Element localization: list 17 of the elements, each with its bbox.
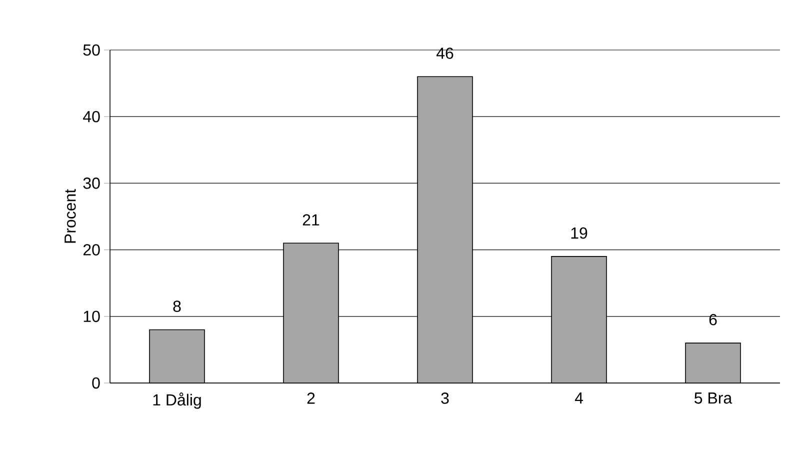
y-axis-title: Procent xyxy=(64,189,76,243)
x-tick-label: 4 xyxy=(574,392,583,404)
x-tick-label: 5 Bra xyxy=(694,392,732,404)
y-tick-label: 10 xyxy=(84,310,100,322)
data-label: 8 xyxy=(173,300,181,312)
data-label: 6 xyxy=(709,314,717,326)
x-tick-label: 2 xyxy=(307,392,315,404)
data-label: 21 xyxy=(302,214,320,226)
data-label: 19 xyxy=(571,227,588,239)
y-tick-label: 20 xyxy=(83,244,100,256)
y-tick-label: 0 xyxy=(92,377,100,389)
y-tick-label: 30 xyxy=(83,178,100,189)
x-tick-label: 3 xyxy=(441,392,449,404)
y-tick-label: 50 xyxy=(83,44,100,56)
x-tick-label: 1 Dålig xyxy=(153,392,201,409)
y-tick-label: 40 xyxy=(83,110,100,122)
data-label: 46 xyxy=(436,48,454,59)
